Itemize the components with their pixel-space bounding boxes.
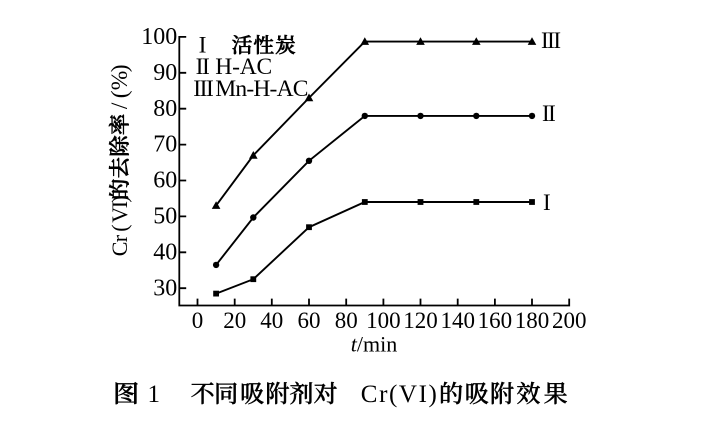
- svg-text:100: 100: [141, 24, 177, 50]
- svg-text:Cr(VI): Cr(VI): [361, 381, 439, 408]
- svg-text:t/min: t/min: [351, 331, 397, 356]
- svg-text:I: I: [543, 190, 551, 215]
- svg-text:II: II: [542, 101, 555, 126]
- svg-text:30: 30: [153, 275, 177, 301]
- svg-text:160: 160: [478, 308, 513, 333]
- svg-text:Mn-H-AC: Mn-H-AC: [215, 76, 307, 102]
- svg-text:H-AC: H-AC: [215, 54, 272, 80]
- svg-text:40: 40: [260, 308, 283, 333]
- svg-text:60: 60: [153, 168, 177, 194]
- svg-text:180: 180: [515, 308, 550, 333]
- svg-text:1: 1: [148, 381, 161, 408]
- svg-text:I: I: [199, 32, 207, 58]
- svg-text:III: III: [193, 76, 213, 102]
- svg-text:III: III: [541, 28, 560, 53]
- svg-text:140: 140: [440, 308, 475, 333]
- svg-text:120: 120: [403, 308, 438, 333]
- svg-text:0: 0: [192, 308, 204, 333]
- svg-text:90: 90: [153, 60, 177, 86]
- svg-text:80: 80: [335, 308, 358, 333]
- svg-text:II: II: [196, 54, 209, 80]
- svg-text:20: 20: [223, 308, 246, 333]
- svg-text:60: 60: [298, 308, 321, 333]
- svg-text:80: 80: [153, 96, 177, 122]
- svg-text:70: 70: [153, 132, 177, 158]
- svg-text:50: 50: [153, 204, 177, 230]
- svg-text:40: 40: [153, 239, 177, 265]
- svg-text:100: 100: [366, 308, 401, 333]
- svg-text:200: 200: [552, 308, 587, 333]
- svg-text:Cr(VI): Cr(VI): [107, 195, 132, 256]
